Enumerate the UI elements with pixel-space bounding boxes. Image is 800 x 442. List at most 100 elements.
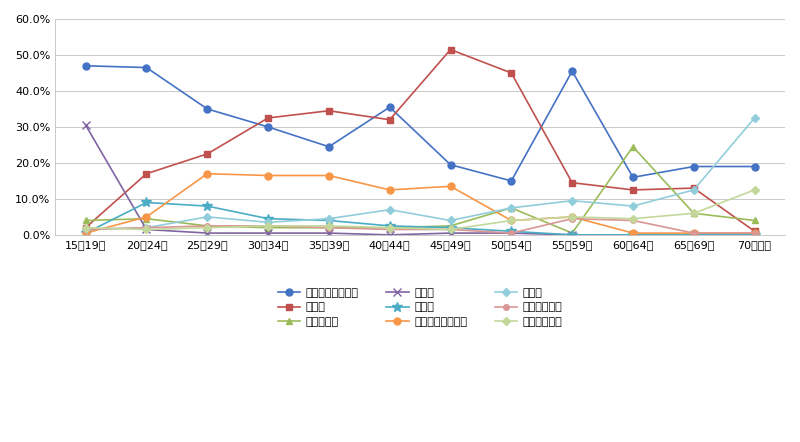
結婚・離婚・縁組 [81, 230, 90, 236]
転　勧 [81, 225, 90, 230]
退職・廃業 [263, 225, 273, 230]
Line: 交通の利便性: 交通の利便性 [83, 216, 758, 236]
就　学 [689, 232, 698, 237]
生活の利便性 [750, 187, 759, 193]
結婚・離婚・縁組 [567, 214, 577, 220]
就　学 [202, 230, 212, 236]
住　宅 [202, 214, 212, 220]
交通の利便性 [506, 230, 516, 236]
就職・転職・転業 [750, 164, 759, 169]
退職・廃業 [689, 211, 698, 216]
結婚・離婚・縁組 [142, 214, 151, 220]
卒　業 [142, 200, 151, 205]
就　学 [385, 232, 394, 237]
生活の利便性 [263, 223, 273, 229]
Line: 卒　業: 卒 業 [81, 198, 759, 240]
Line: 退職・廃業: 退職・廃業 [82, 143, 758, 236]
就職・転職・転業 [324, 144, 334, 149]
結婚・離婚・縁組 [689, 230, 698, 236]
住　宅 [81, 227, 90, 232]
住　宅 [263, 220, 273, 225]
就　学 [324, 230, 334, 236]
Line: 生活の利便性: 生活の利便性 [83, 187, 758, 232]
就職・転職・転業 [385, 104, 394, 110]
結婚・離婚・縁組 [750, 230, 759, 236]
転　勧 [263, 115, 273, 121]
転　勧 [324, 108, 334, 114]
退職・廃業 [202, 223, 212, 229]
結婚・離婚・縁組 [446, 184, 455, 189]
卒　業 [506, 229, 516, 234]
結婚・離婚・縁組 [263, 173, 273, 178]
住　宅 [142, 225, 151, 230]
退職・廃業 [385, 225, 394, 230]
Line: 就　学: 就 学 [82, 121, 758, 239]
退職・廃業 [142, 216, 151, 221]
卒　業 [446, 225, 455, 230]
転　勧 [202, 151, 212, 156]
卒　業 [567, 232, 577, 237]
就　学 [263, 230, 273, 236]
住　宅 [750, 115, 759, 121]
Legend: 就職・転職・転業, 転　勧, 退職・廃業, 就　学, 卒　業, 結婚・離婚・縁組, 住　宅, 交通の利便性, 生活の利便性: 就職・転職・転業, 転 勧, 退職・廃業, 就 学, 卒 業, 結婚・離婚・縁組… [274, 284, 567, 332]
卒　業 [628, 232, 638, 237]
住　宅 [324, 216, 334, 221]
転　勧 [506, 70, 516, 76]
就職・転職・転業 [446, 162, 455, 168]
交通の利便性 [446, 227, 455, 232]
転　勧 [446, 47, 455, 52]
交通の利便性 [567, 216, 577, 221]
退職・廃業 [750, 218, 759, 223]
交通の利便性 [324, 225, 334, 230]
生活の利便性 [628, 216, 638, 221]
卒　業 [263, 216, 273, 221]
住　宅 [628, 203, 638, 209]
就職・転職・転業 [628, 175, 638, 180]
交通の利便性 [385, 227, 394, 232]
就　学 [506, 230, 516, 236]
結婚・離婚・縁組 [385, 187, 394, 193]
転　勧 [385, 117, 394, 122]
卒　業 [202, 203, 212, 209]
就職・転職・転業 [202, 106, 212, 111]
交通の利便性 [689, 230, 698, 236]
交通の利便性 [263, 223, 273, 229]
交通の利便性 [750, 230, 759, 236]
結婚・離婚・縁組 [628, 230, 638, 236]
卒　業 [750, 232, 759, 237]
交通の利便性 [628, 218, 638, 223]
住　宅 [446, 218, 455, 223]
生活の利便性 [142, 227, 151, 232]
結婚・離婚・縁組 [506, 218, 516, 223]
就職・転職・転業 [81, 63, 90, 69]
結婚・離婚・縁組 [324, 173, 334, 178]
就　学 [750, 232, 759, 237]
就職・転職・転業 [263, 124, 273, 130]
生活の利便性 [202, 225, 212, 230]
転　勧 [142, 171, 151, 176]
住　宅 [689, 187, 698, 193]
退職・廃業 [81, 218, 90, 223]
Line: 結婚・離婚・縁組: 結婚・離婚・縁組 [82, 170, 758, 236]
卒　業 [689, 232, 698, 237]
退職・廃業 [446, 223, 455, 229]
Line: 住　宅: 住 宅 [83, 115, 758, 232]
住　宅 [506, 205, 516, 210]
生活の利便性 [689, 211, 698, 216]
生活の利便性 [385, 225, 394, 230]
卒　業 [385, 223, 394, 229]
生活の利便性 [446, 227, 455, 232]
就　学 [81, 122, 90, 128]
就職・転職・転業 [689, 164, 698, 169]
退職・廃業 [567, 230, 577, 236]
交通の利便性 [81, 227, 90, 232]
住　宅 [567, 198, 577, 203]
就　学 [628, 232, 638, 237]
結婚・離婚・縁組 [202, 171, 212, 176]
Line: 転　勧: 転 勧 [82, 46, 758, 235]
転　勧 [750, 229, 759, 234]
就職・転職・転業 [506, 178, 516, 183]
生活の利便性 [506, 218, 516, 223]
交通の利便性 [202, 223, 212, 229]
就職・転職・転業 [567, 69, 577, 74]
